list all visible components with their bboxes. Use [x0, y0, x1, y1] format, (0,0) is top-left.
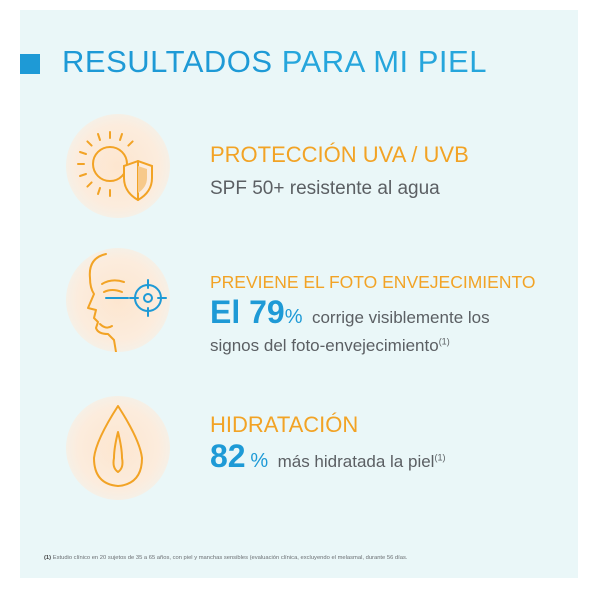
benefit-text-protection: SPF 50+ resistente al agua: [210, 178, 440, 199]
benefit-heading-hydration: HIDRATACIÓN: [210, 412, 359, 437]
stat-percent-aging: %: [284, 306, 303, 328]
water-drop-icon: [66, 396, 170, 500]
benefit-stat-aging: El 79% corrige visiblemente los: [210, 294, 490, 331]
stat-value-aging: El 79: [210, 294, 285, 330]
title-light: PARA MI PIEL: [281, 44, 487, 79]
title-strong: RESULTADOS: [62, 44, 273, 79]
benefit-text-aging: signos del foto-envejecimiento(1): [210, 336, 450, 356]
benefit-heading-protection: PROTECCIÓN UVA / UVB: [210, 142, 469, 167]
face-target-icon: [66, 248, 170, 352]
benefit-stat-hydration: 82 % más hidratada la piel(1): [210, 438, 445, 475]
stat-text-aging-line2: signos del foto-envejecimiento: [210, 336, 439, 355]
stat-percent-hydration: %: [250, 450, 269, 472]
footnote: (1) Estudio clínico en 20 sujetos de 35 …: [44, 555, 408, 561]
sun-shield-icon: [66, 114, 170, 218]
footnote-ref: (1): [44, 555, 52, 561]
footnote-text: Estudio clínico en 20 sujetos de 35 a 65…: [52, 555, 408, 561]
stat-value-hydration: 82: [210, 438, 246, 474]
footnote-ref-hydration: (1): [434, 452, 446, 463]
stat-text-hydration: más hidratada la piel: [277, 452, 435, 471]
results-card: RESULTADOS PARA MI PIEL: [20, 10, 578, 578]
footnote-ref-aging: (1): [438, 336, 450, 347]
accent-bar: [20, 54, 40, 74]
stat-text-aging: corrige visiblemente los: [311, 308, 490, 327]
benefit-heading-aging: PREVIENE EL FOTO ENVEJECIMIENTO: [210, 272, 536, 292]
page-title: RESULTADOS PARA MI PIEL: [62, 44, 487, 80]
